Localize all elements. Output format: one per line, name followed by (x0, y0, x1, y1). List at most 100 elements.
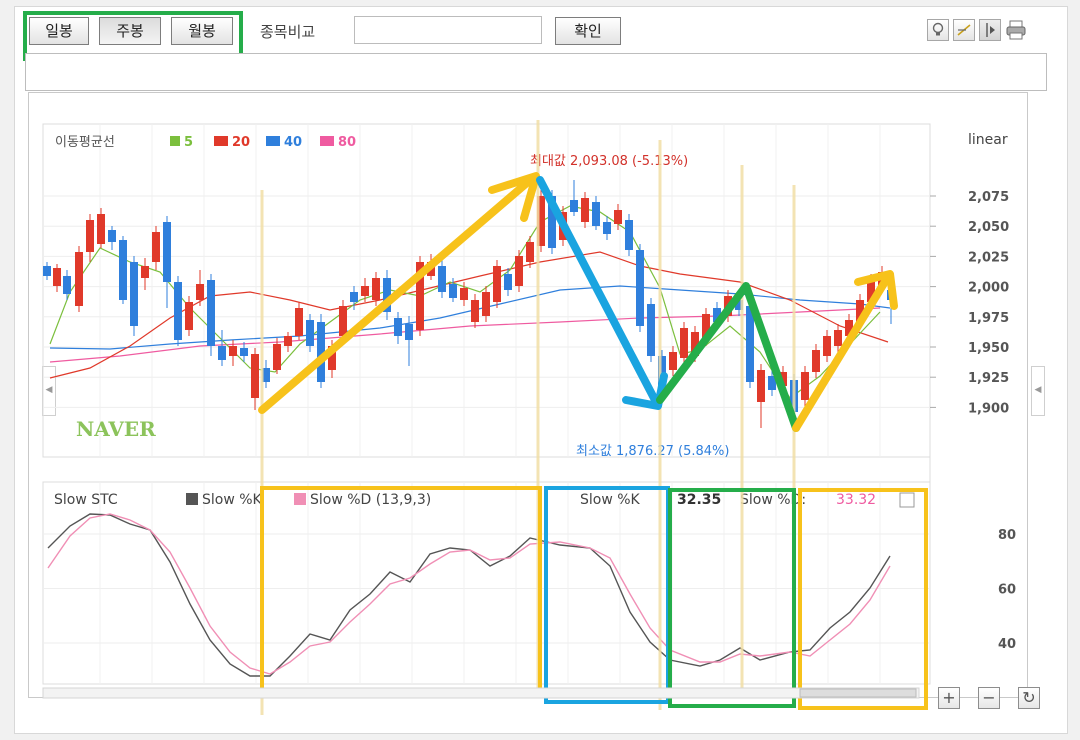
candle-body (471, 300, 479, 322)
candle-body (779, 372, 787, 386)
daily-button[interactable]: 일봉 (29, 17, 89, 45)
blue-box (544, 486, 670, 704)
candle-body (702, 314, 710, 340)
price-y-tick: 1,925 (968, 371, 1009, 386)
green-box (668, 488, 796, 708)
price-y-tick: 1,900 (968, 401, 1009, 416)
confirm-button[interactable]: 확인 (555, 17, 621, 45)
candle-body (834, 330, 842, 346)
print-icon[interactable] (1005, 19, 1027, 41)
candle-body (801, 372, 809, 400)
scale-label[interactable]: linear (968, 132, 1008, 148)
candle-body (63, 276, 71, 294)
candle-body (185, 302, 193, 330)
candle-body (97, 214, 105, 244)
candle-body (306, 320, 314, 346)
compare-label: 종목비교 (260, 23, 316, 41)
candle-body (493, 266, 501, 302)
candle-body (581, 198, 589, 222)
candle-body (119, 240, 127, 300)
draw-line-icon[interactable] (953, 19, 975, 41)
candle-body (383, 278, 391, 312)
k-swatch (186, 493, 198, 505)
price-y-tick: 2,050 (968, 220, 1009, 235)
scrollbar-thumb[interactable] (799, 688, 917, 698)
candle-body (130, 262, 138, 326)
candle-body (504, 274, 512, 290)
candle-body (526, 242, 534, 262)
candle-body (163, 222, 171, 282)
candle-body (350, 292, 358, 302)
annotation-arrows (258, 172, 898, 432)
slow-d-line (47, 513, 891, 675)
ma5-swatch (170, 136, 180, 146)
candle-body (394, 318, 402, 336)
crosshair-icon[interactable] (979, 19, 1001, 41)
candle-body (53, 268, 61, 286)
candle-body (317, 322, 325, 382)
candle-body (548, 196, 556, 248)
bulb-icon[interactable] (927, 19, 949, 41)
candle-body (482, 292, 490, 316)
d-readout-value: 33.32 (836, 492, 876, 508)
close-panel-icon[interactable] (899, 492, 915, 508)
zoom-out-button[interactable]: − (978, 687, 1000, 709)
candle-body (372, 278, 380, 300)
info-bar (25, 53, 1047, 91)
price-y-tick: 1,975 (968, 311, 1009, 326)
stochastic-title: Slow STC (54, 492, 118, 508)
candle-body (295, 308, 303, 336)
candle-body (43, 266, 51, 276)
stochastic-y-tick: 40 (998, 637, 1016, 652)
k-legend: Slow %K (202, 492, 263, 508)
price-y-tick: 2,025 (968, 250, 1009, 265)
yellow-arrowhead-1 (488, 172, 540, 222)
candle-body (152, 232, 160, 262)
candle-body (75, 252, 83, 306)
candle-body (746, 306, 754, 382)
candle-body (823, 336, 831, 356)
zoom-in-button[interactable]: + (938, 687, 960, 709)
ma20-label: 20 (232, 135, 250, 150)
monthly-button[interactable]: 월봉 (171, 17, 233, 45)
right-scroll-handle[interactable]: ◀ (1031, 366, 1045, 416)
ma-title: 이동평균선 (55, 135, 115, 150)
slow-k-line (47, 513, 891, 677)
candle-body (768, 376, 776, 390)
candle-body (174, 282, 182, 340)
candle-body (361, 286, 369, 296)
refresh-button[interactable]: ↻ (1018, 687, 1040, 709)
candle-body (229, 346, 237, 356)
candle-body (647, 304, 655, 356)
weekly-button[interactable]: 주봉 (99, 17, 161, 45)
candlesticks (43, 180, 895, 428)
green-zigzag (656, 282, 800, 432)
candle-body (515, 256, 523, 286)
candle-body (570, 200, 578, 212)
candle-body (86, 220, 94, 252)
candle-body (592, 202, 600, 226)
price-y-axis: 2,075 2,050 2,025 2,000 1,975 1,950 1,925 1,900 (930, 190, 1009, 416)
chart-scrollbar[interactable] (42, 687, 920, 699)
candle-body (218, 346, 226, 360)
candle-body (108, 230, 116, 242)
ma40-label: 40 (284, 135, 302, 150)
ma20-swatch (214, 136, 228, 146)
blue-arrowhead (622, 372, 668, 410)
yellow-arrow-2 (792, 276, 890, 432)
candle-body (680, 328, 688, 358)
candle-body (812, 350, 820, 372)
candle-body (240, 348, 248, 356)
price-y-tick: 2,000 (968, 281, 1009, 296)
ma40-line (49, 285, 891, 350)
candle-body (416, 262, 424, 330)
compare-input[interactable] (354, 16, 542, 44)
candle-body (856, 300, 864, 322)
yellow-box-1 (260, 486, 542, 696)
max-value-label: 최대값 2,093.08 (-5.13%) (530, 154, 688, 169)
candle-body (196, 284, 204, 300)
price-y-tick: 2,075 (968, 190, 1009, 205)
naver-watermark: NAVER (76, 417, 156, 441)
blue-arrow (536, 176, 660, 406)
